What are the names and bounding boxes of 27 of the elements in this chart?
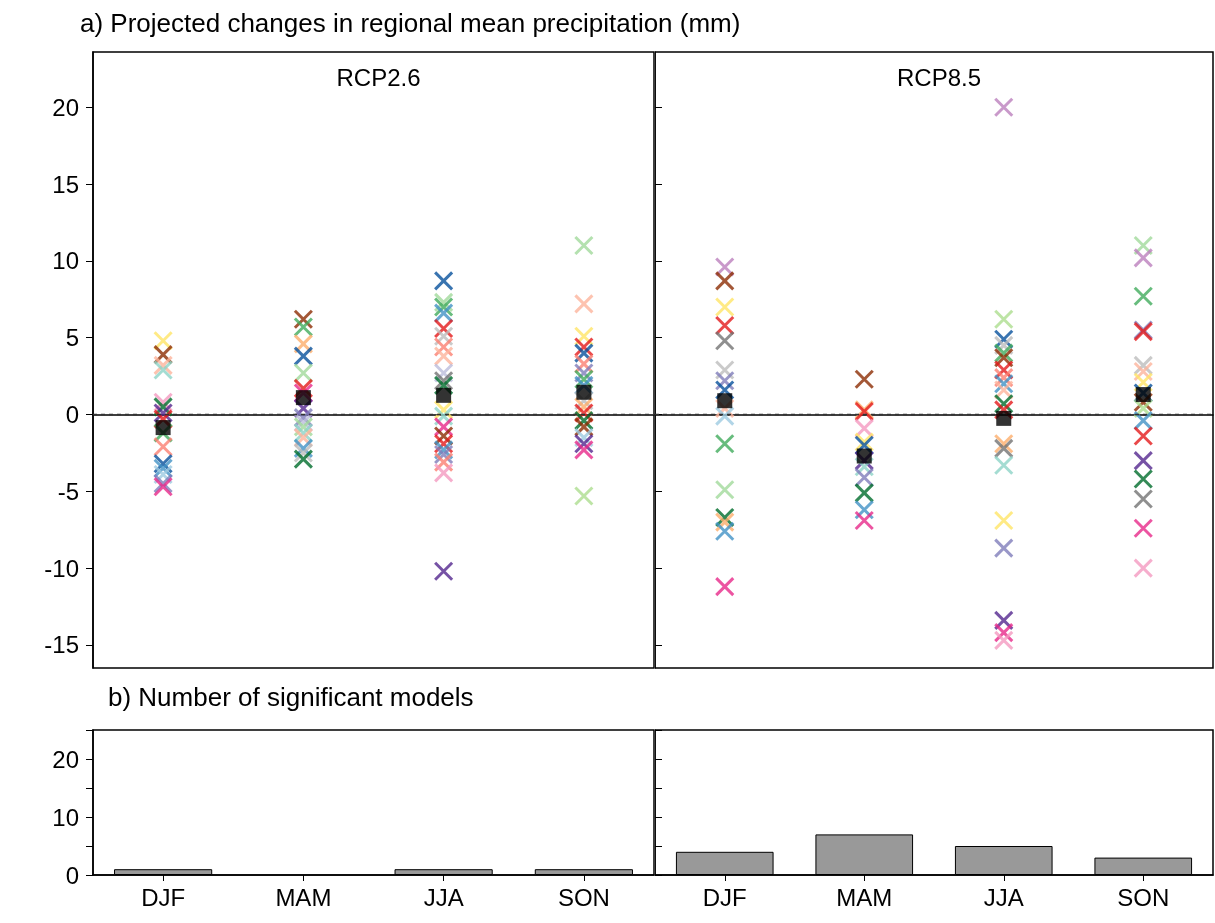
y-tick-label: 0	[65, 401, 79, 429]
y-tick-label: 20	[52, 93, 79, 121]
y-tick-label: -10	[44, 554, 79, 582]
y-tick-label: -5	[57, 477, 79, 505]
y-tick-label: 10	[52, 803, 79, 831]
x-tick-label: SON	[1117, 883, 1170, 911]
x-tick-label: DJF	[702, 883, 747, 911]
text: RCP8.5	[896, 63, 982, 91]
chart-title: b) Number of significant models	[108, 682, 474, 713]
y-tick-label: 15	[52, 170, 79, 198]
point	[1135, 387, 1151, 403]
y-tick-label: 0	[65, 861, 79, 889]
y-tick-label: 10	[52, 247, 79, 275]
point	[717, 393, 733, 409]
x-tick-label: MAM	[836, 883, 893, 911]
y-tick-label: 20	[52, 745, 79, 773]
text: RCP2.6	[336, 63, 421, 91]
point	[856, 448, 872, 464]
y-tick-label: -15	[44, 631, 79, 659]
x-tick-label: DJF	[141, 883, 186, 911]
x-tick-label: MAM	[275, 883, 332, 911]
x-tick-label: SON	[557, 883, 610, 911]
chart-title: a) Projected changes in regional mean precipitation (mm)	[80, 8, 741, 39]
point	[996, 410, 1012, 426]
x-tick-label: JJA	[423, 883, 464, 911]
y-tick-label: 5	[65, 324, 79, 352]
x-tick-label: JJA	[983, 883, 1024, 911]
